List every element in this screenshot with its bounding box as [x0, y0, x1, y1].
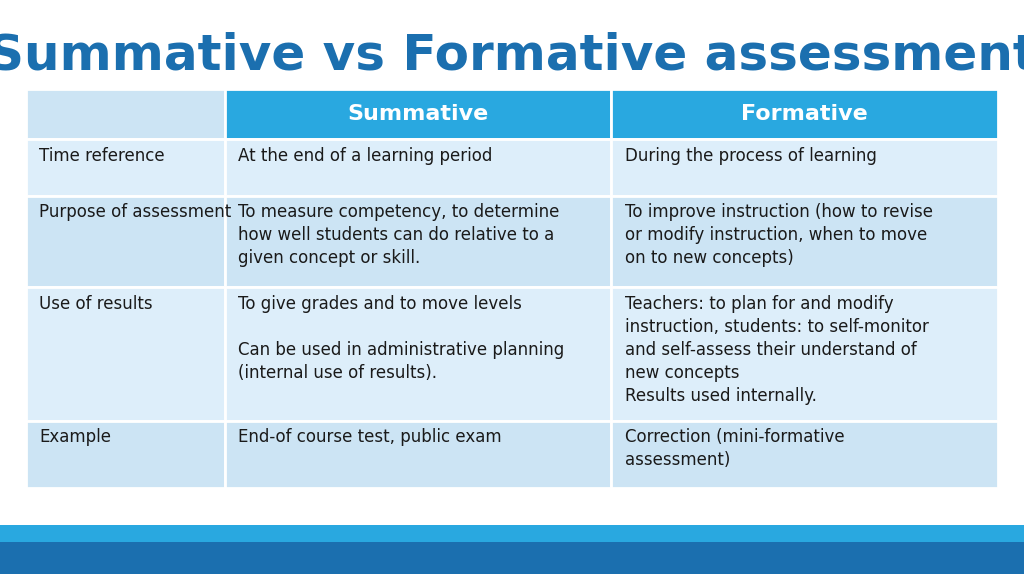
Bar [611, 139, 998, 196]
Bar [611, 421, 998, 488]
Text: Use of results: Use of results [39, 295, 153, 313]
Bar [26, 288, 225, 421]
Bar [611, 89, 998, 139]
Text: Example: Example [39, 428, 111, 446]
Bar [225, 421, 611, 488]
Text: At the end of a learning period: At the end of a learning period [239, 146, 493, 165]
Bar [611, 196, 998, 288]
Bar [0, 525, 1024, 542]
Bar [26, 89, 225, 139]
Bar [225, 139, 611, 196]
Text: Summative: Summative [347, 104, 488, 124]
Bar [26, 139, 225, 196]
Text: To give grades and to move levels

Can be used in administrative planning
(inter: To give grades and to move levels Can be… [239, 295, 564, 382]
Text: Teachers: to plan for and modify
instruction, students: to self-monitor
and self: Teachers: to plan for and modify instruc… [625, 295, 929, 405]
Text: To measure competency, to determine
how well students can do relative to a
given: To measure competency, to determine how … [239, 203, 560, 267]
Bar [26, 196, 225, 288]
Bar [225, 288, 611, 421]
Text: Purpose of assessment: Purpose of assessment [39, 203, 231, 222]
Text: Correction (mini-formative
assessment): Correction (mini-formative assessment) [625, 428, 844, 469]
Text: During the process of learning: During the process of learning [625, 146, 877, 165]
Bar [225, 196, 611, 288]
Bar [26, 421, 225, 488]
Text: Time reference: Time reference [39, 146, 165, 165]
Text: Formative: Formative [741, 104, 868, 124]
Bar [0, 542, 1024, 574]
Text: Summative vs Formative assessment: Summative vs Formative assessment [0, 32, 1024, 80]
Bar [611, 288, 998, 421]
Bar [225, 89, 611, 139]
Text: End-of course test, public exam: End-of course test, public exam [239, 428, 502, 446]
Text: To improve instruction (how to revise
or modify instruction, when to move
on to : To improve instruction (how to revise or… [625, 203, 933, 267]
